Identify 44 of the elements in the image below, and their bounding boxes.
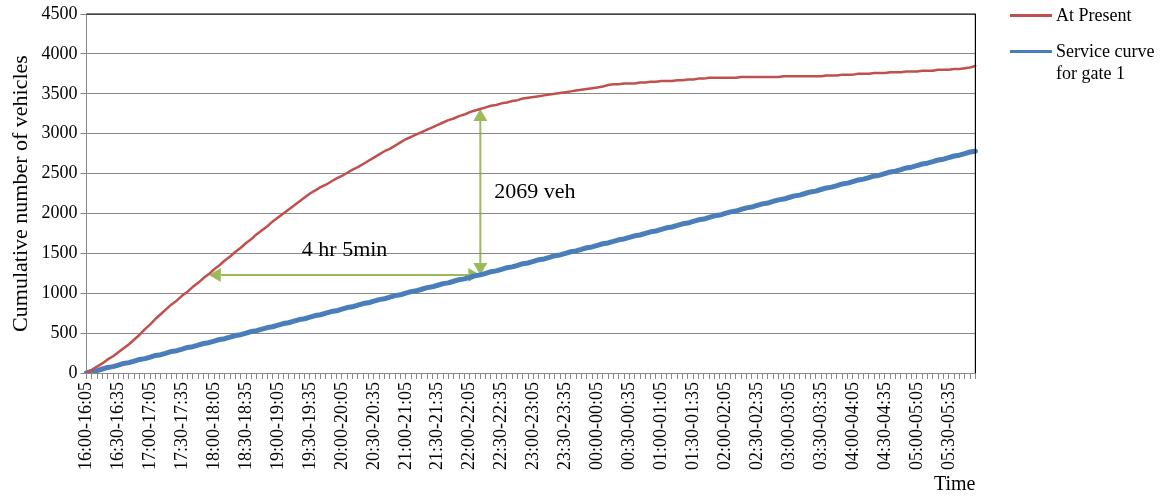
x-tick-label: 22:00-22:05 [458,382,479,470]
y-tick-label: 3500 [41,82,78,103]
x-tick-label: 18:00-18:05 [202,382,223,470]
y-tick-label: 1500 [41,242,78,263]
x-tick-label: 01:00-01:05 [650,382,671,470]
x-tick-label: 21:00-21:05 [394,382,415,470]
x-tick-label: 19:30-19:35 [298,382,319,470]
x-tick-label: 05:30-05:35 [937,382,958,470]
y-tick-label: 4000 [41,42,78,63]
x-tick-label: 04:00-04:05 [841,382,862,470]
x-tick-label: 05:00-05:05 [905,382,926,470]
x-tick-label: 03:30-03:35 [809,382,830,470]
legend-label: Service curve for gate 1 [1056,40,1156,84]
y-tick-label: 3000 [41,122,78,143]
annotation: 4 hr 5min [301,235,388,261]
x-tick-label: 20:00-20:05 [330,382,351,470]
x-tick-label: 17:30-17:35 [170,382,191,470]
x-tick-label: 00:30-00:35 [618,382,639,470]
x-tick-label: 22:30-22:35 [490,382,511,470]
y-tick-label: 2500 [41,162,78,183]
y-tick-label: 500 [50,321,78,342]
x-tick-label: 00:00-00:05 [586,382,607,470]
x-tick-label: 16:30-16:35 [107,382,128,470]
x-tick-label: 04:30-04:35 [873,382,894,470]
x-tick-label: 21:30-21:35 [426,382,447,470]
y-tick-label: 2000 [41,202,78,223]
y-tick-label: 4500 [41,2,78,23]
y-tick-label: 0 [68,361,78,382]
x-tick-label: 23:00-23:05 [522,382,543,470]
x-tick-label: 20:30-20:35 [362,382,383,470]
x-tick-label: 16:00-16:05 [75,382,96,470]
x-tick-label: 03:00-03:05 [777,382,798,470]
x-tick-label: 01:30-01:35 [682,382,702,470]
annotation: 2069 veh [494,177,576,203]
x-tick-label: 02:00-02:05 [713,382,734,470]
x-tick-label: 02:30-02:35 [745,382,766,470]
x-tick-label: 18:30-18:35 [234,382,255,470]
x-tick-label: 19:00-19:05 [266,382,287,470]
x-axis-title: Time [933,472,976,495]
x-tick-label: 23:30-23:35 [554,382,575,470]
legend-label: At Present [1056,4,1133,26]
x-tick-label: 17:00-17:05 [139,382,160,470]
y-tick-label: 1000 [41,281,78,302]
y-axis-title: Cumulative number of vehicles [6,55,32,332]
